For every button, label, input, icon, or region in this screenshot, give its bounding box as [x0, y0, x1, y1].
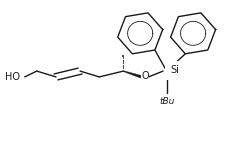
Text: tBu: tBu [159, 97, 174, 106]
Text: HO: HO [5, 72, 20, 82]
Polygon shape [123, 71, 142, 78]
Text: O: O [141, 71, 149, 81]
Text: Si: Si [170, 65, 179, 75]
